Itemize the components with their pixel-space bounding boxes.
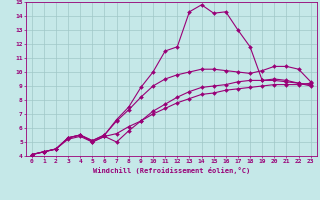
- X-axis label: Windchill (Refroidissement éolien,°C): Windchill (Refroidissement éolien,°C): [92, 167, 250, 174]
